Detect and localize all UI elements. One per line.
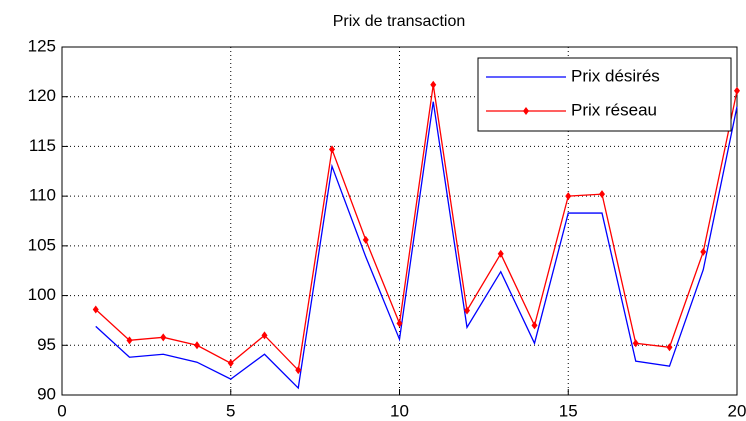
x-tick-label: 20 bbox=[728, 401, 746, 420]
series-marker bbox=[700, 247, 707, 256]
series-marker bbox=[261, 331, 268, 340]
legend-marker bbox=[523, 107, 529, 115]
series-marker bbox=[599, 190, 605, 199]
legend-box bbox=[477, 57, 732, 132]
series-marker bbox=[329, 145, 335, 154]
x-tick-label: 0 bbox=[57, 401, 66, 420]
series-marker bbox=[531, 321, 538, 330]
y-tick-label: 125 bbox=[28, 36, 56, 55]
series-marker bbox=[362, 235, 369, 244]
y-tick-label: 120 bbox=[28, 86, 56, 105]
y-tick-label: 105 bbox=[28, 235, 56, 254]
x-tick-label: 15 bbox=[559, 401, 578, 420]
series-marker bbox=[160, 333, 167, 342]
series-marker bbox=[464, 306, 470, 315]
x-tick-label: 10 bbox=[390, 401, 409, 420]
series-marker bbox=[497, 249, 504, 258]
series-marker bbox=[194, 341, 200, 350]
series-marker bbox=[666, 343, 673, 352]
series-marker bbox=[565, 192, 572, 201]
y-tick-label: 100 bbox=[28, 285, 56, 304]
series-marker bbox=[295, 366, 302, 375]
series-marker bbox=[430, 80, 437, 89]
y-tick-label: 115 bbox=[29, 136, 56, 155]
series-marker bbox=[92, 305, 99, 314]
series-marker bbox=[396, 319, 403, 328]
y-tick-label: 110 bbox=[29, 186, 56, 205]
y-tick-label: 90 bbox=[37, 384, 56, 403]
series-line bbox=[95, 101, 738, 390]
plot-frame bbox=[61, 46, 738, 396]
series-marker bbox=[227, 359, 234, 368]
series-line bbox=[95, 84, 738, 372]
legend-label: Prix désirés bbox=[571, 66, 660, 85]
y-tick-label: 95 bbox=[37, 335, 56, 354]
series-marker bbox=[632, 339, 639, 348]
legend-label: Prix réseau bbox=[571, 100, 657, 119]
series-marker bbox=[734, 86, 740, 95]
series-marker bbox=[126, 336, 133, 345]
x-tick-label: 5 bbox=[226, 401, 235, 420]
chart-title: Prix de transaction bbox=[333, 13, 466, 30]
